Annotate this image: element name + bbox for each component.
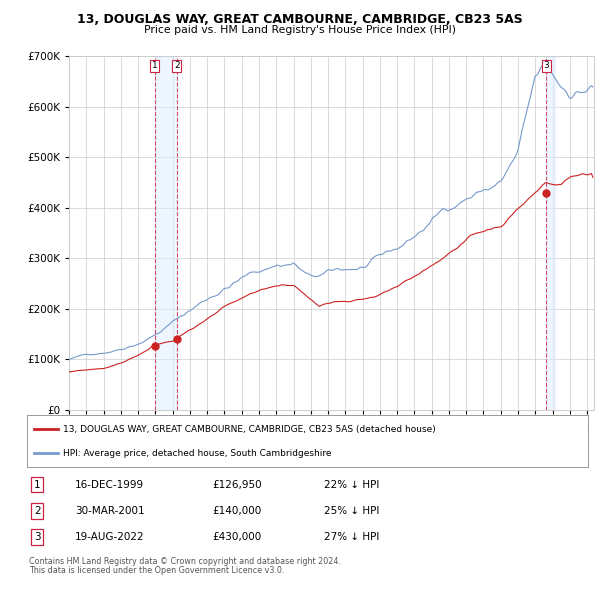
Text: 1: 1 (34, 480, 40, 490)
Bar (546, 56, 555, 410)
Text: 2: 2 (34, 506, 40, 516)
Text: HPI: Average price, detached house, South Cambridgeshire: HPI: Average price, detached house, Sout… (64, 449, 332, 458)
Text: 1: 1 (152, 61, 158, 70)
Text: This data is licensed under the Open Government Licence v3.0.: This data is licensed under the Open Gov… (29, 566, 284, 575)
Text: £430,000: £430,000 (212, 532, 262, 542)
Text: 2: 2 (174, 61, 180, 70)
Text: 16-DEC-1999: 16-DEC-1999 (74, 480, 144, 490)
Text: 25% ↓ HPI: 25% ↓ HPI (325, 506, 380, 516)
Text: 19-AUG-2022: 19-AUG-2022 (74, 532, 145, 542)
Bar (155, 56, 177, 410)
Text: 22% ↓ HPI: 22% ↓ HPI (325, 480, 380, 490)
Text: 13, DOUGLAS WAY, GREAT CAMBOURNE, CAMBRIDGE, CB23 5AS (detached house): 13, DOUGLAS WAY, GREAT CAMBOURNE, CAMBRI… (64, 425, 436, 434)
Text: 13, DOUGLAS WAY, GREAT CAMBOURNE, CAMBRIDGE, CB23 5AS: 13, DOUGLAS WAY, GREAT CAMBOURNE, CAMBRI… (77, 13, 523, 26)
Text: Contains HM Land Registry data © Crown copyright and database right 2024.: Contains HM Land Registry data © Crown c… (29, 557, 341, 566)
Text: £140,000: £140,000 (212, 506, 262, 516)
Text: Price paid vs. HM Land Registry's House Price Index (HPI): Price paid vs. HM Land Registry's House … (144, 25, 456, 35)
Text: 27% ↓ HPI: 27% ↓ HPI (325, 532, 380, 542)
Text: £126,950: £126,950 (212, 480, 262, 490)
Text: 3: 3 (34, 532, 40, 542)
Text: 3: 3 (543, 61, 549, 70)
Text: 30-MAR-2001: 30-MAR-2001 (74, 506, 145, 516)
